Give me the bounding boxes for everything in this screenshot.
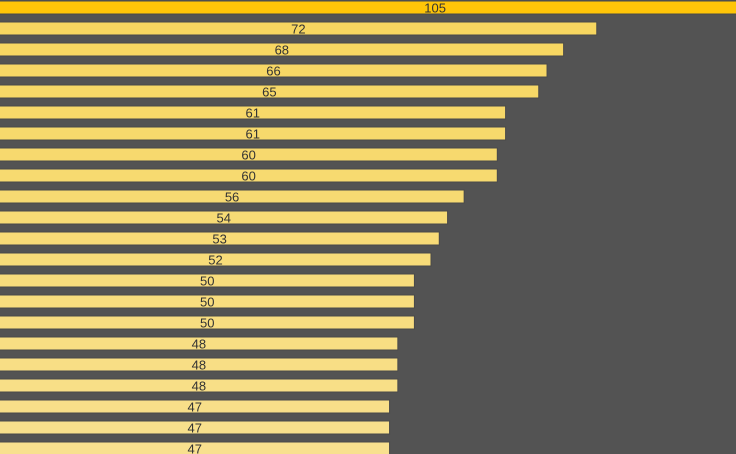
bar-value-label: 47 [188,442,202,454]
bar [0,399,391,414]
bar-value-label: 61 [246,106,260,121]
bar-value-label: 52 [208,253,222,268]
bar-value-label: 54 [217,211,231,226]
bar-value-label: 65 [262,85,276,100]
bar-value-label: 48 [192,379,206,394]
bar [0,210,449,225]
bar-value-label: 72 [291,22,305,37]
bar [0,105,507,120]
bar-value-label: 53 [212,232,226,247]
bar [0,336,399,351]
bar [0,441,391,454]
bar-value-label: 56 [225,190,239,205]
bar [0,21,598,36]
bar-value-label: 61 [246,127,260,142]
bar-value-label: 68 [275,43,289,58]
bar [0,420,391,435]
bar-value-label: 66 [266,64,280,79]
bar [0,315,415,330]
bar [0,189,465,204]
bar-value-label: 48 [192,337,206,352]
bar [0,126,507,141]
bar [0,168,498,183]
bar [0,294,415,309]
bar [0,357,399,372]
bar [0,147,498,162]
bar-value-label: 50 [200,295,214,310]
bar-value-label: 105 [424,1,446,16]
bar [0,378,399,393]
bar-value-label: 60 [241,169,255,184]
bar [0,273,415,288]
bar [0,84,540,99]
bar [0,42,565,57]
bar-value-label: 50 [200,274,214,289]
bar [0,231,440,246]
bar-value-label: 47 [188,400,202,415]
bar [0,252,432,267]
bar-value-label: 47 [188,421,202,436]
bar-value-label: 50 [200,316,214,331]
bar-value-label: 60 [241,148,255,163]
bar [0,0,736,15]
bar [0,63,548,78]
bar-value-label: 48 [192,358,206,373]
